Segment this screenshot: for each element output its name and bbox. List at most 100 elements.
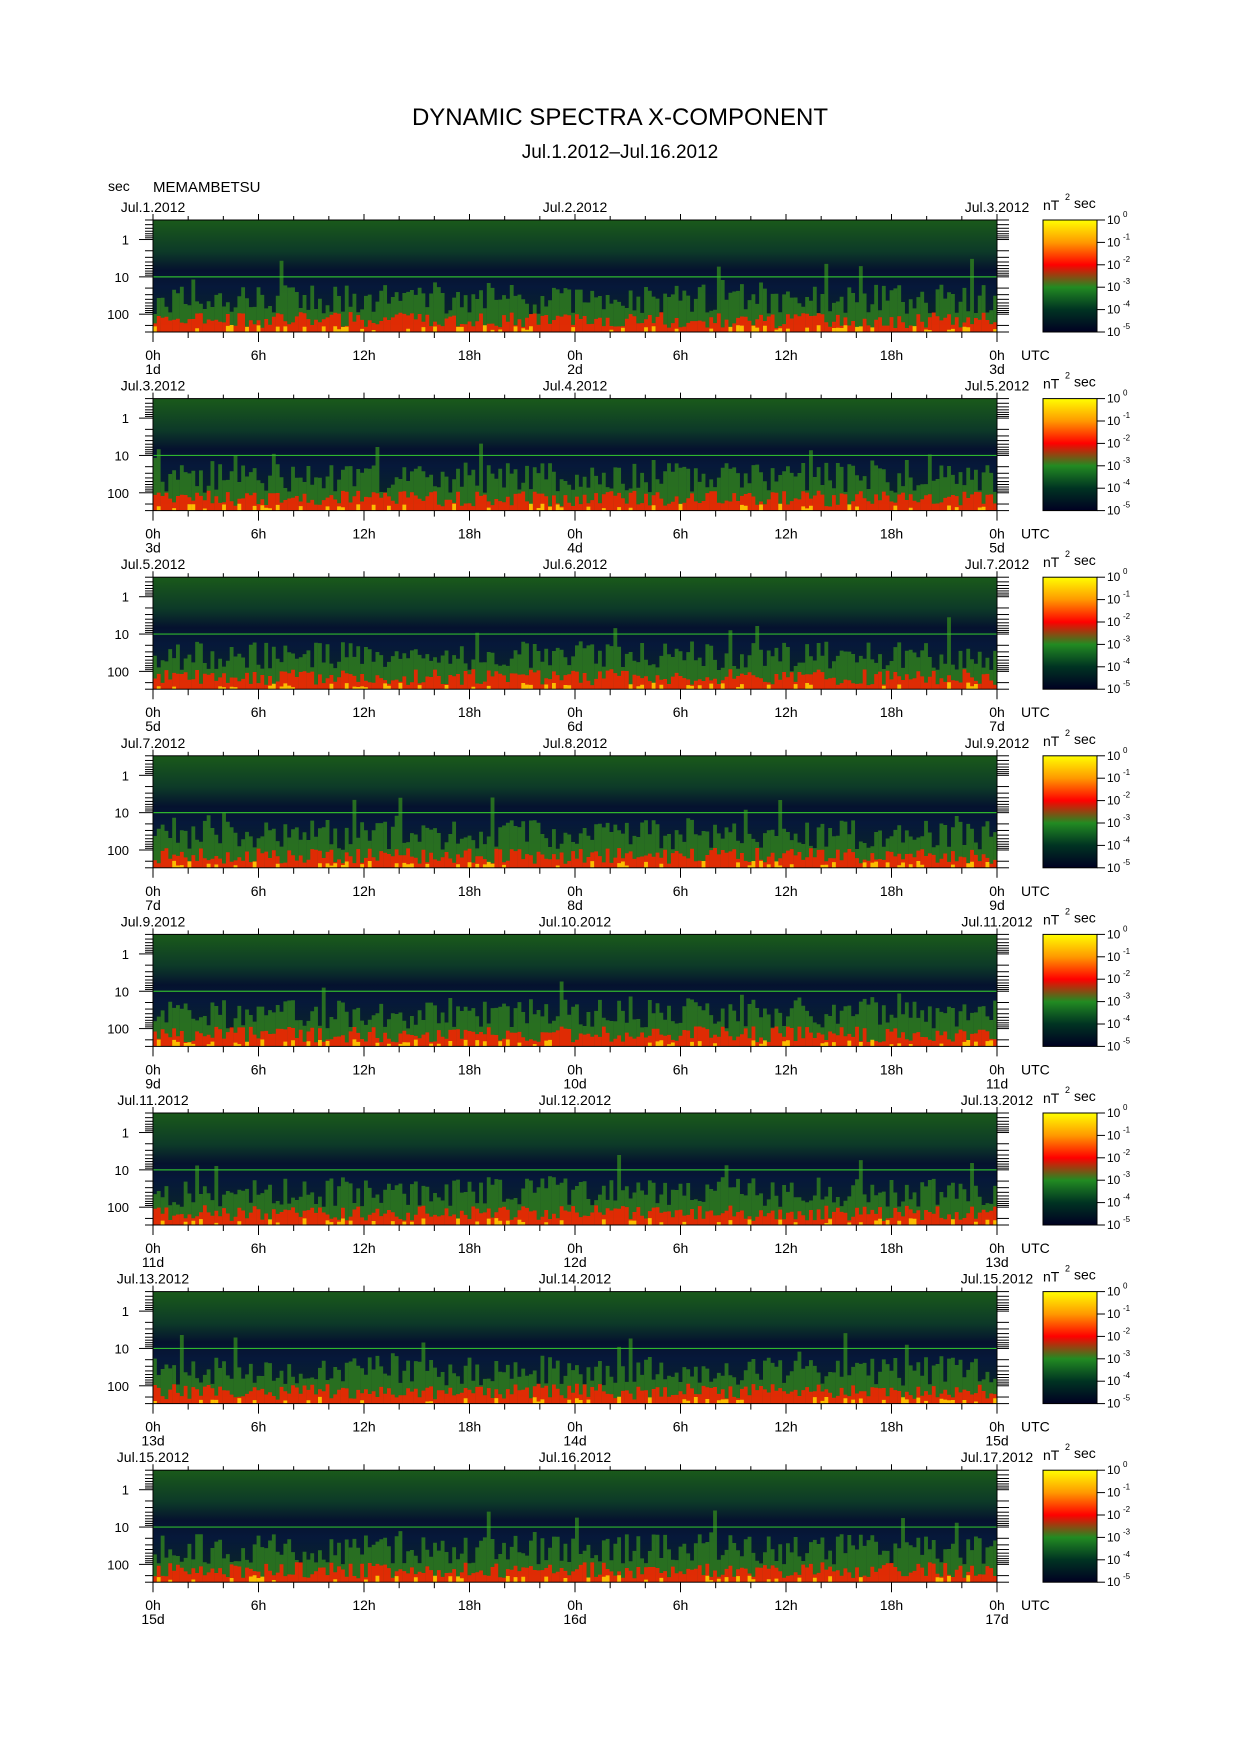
colorbar-tick-exponent: -5: [1123, 858, 1131, 867]
colorbar-unit-suffix: sec: [1074, 374, 1096, 390]
colorbar-tick-exponent: -4: [1123, 1014, 1131, 1023]
colorbar-unit-superscript: 2: [1065, 906, 1070, 916]
colorbar-tick-exponent: -3: [1123, 277, 1131, 286]
x-tick-label: 0h: [989, 883, 1005, 899]
date-label-start: Jul.3.2012: [121, 378, 186, 394]
y-tick-label: 10: [115, 1163, 129, 1178]
colorbar-unit: nT: [1043, 733, 1060, 749]
colorbar-tick-exponent: 0: [1123, 1103, 1128, 1112]
colorbar-tick-base: 10: [1107, 1039, 1121, 1053]
colorbar-tick-base: 10: [1107, 1017, 1121, 1031]
x-tick-label: 6h: [673, 1240, 689, 1256]
colorbar-unit-suffix: sec: [1074, 1445, 1096, 1461]
colorbar-tick-base: 10: [1107, 1196, 1121, 1210]
x-tick-label: 0h: [567, 1061, 583, 1077]
x-tick-label: 0h: [567, 1240, 583, 1256]
y-tick-label: 10: [115, 984, 129, 999]
day-label-start: 11d: [142, 1254, 164, 1270]
x-tick-label: 0h: [567, 704, 583, 720]
colorbar-tick-exponent: 0: [1123, 389, 1128, 398]
colorbar-tick-base: 10: [1107, 1530, 1121, 1544]
colorbar-unit-suffix: sec: [1074, 195, 1096, 211]
colorbar-tick-exponent: -2: [1123, 255, 1131, 264]
spectrogram-activity: [153, 258, 998, 332]
colorbar-tick-exponent: -3: [1123, 1170, 1131, 1179]
colorbar-tick-base: 10: [1107, 1106, 1121, 1120]
x-tick-label: 12h: [774, 1419, 797, 1435]
x-tick-label: 0h: [145, 526, 161, 542]
colorbar-unit-superscript: 2: [1065, 1264, 1070, 1274]
x-tick-label: 6h: [251, 704, 267, 720]
colorbar-tick-exponent: -1: [1123, 947, 1131, 956]
x-tick-label: 0h: [989, 526, 1005, 542]
x-tick-label: 18h: [458, 1597, 481, 1613]
colorbar-tick-base: 10: [1107, 615, 1121, 629]
day-label-start: 3d: [145, 540, 161, 556]
date-label-end: Jul.9.2012: [965, 735, 1030, 751]
x-tick-label: 18h: [458, 347, 481, 363]
x-tick-label: 0h: [567, 1597, 583, 1613]
colorbar-tick-base: 10: [1107, 1307, 1121, 1321]
date-label-start: Jul.7.2012: [121, 735, 186, 751]
colorbar-tick-base: 10: [1107, 972, 1121, 986]
x-tick-label: 0h: [567, 347, 583, 363]
day-label-mid: 12d: [563, 1254, 586, 1270]
colorbar-tick-base: 10: [1107, 1329, 1121, 1343]
colorbar: [1042, 398, 1098, 512]
x-tick-label: 6h: [251, 347, 267, 363]
colorbar-unit: nT: [1043, 1269, 1060, 1285]
y-tick-label: 100: [107, 307, 129, 322]
x-tick-label: 0h: [145, 704, 161, 720]
x-tick-label: 0h: [989, 1061, 1005, 1077]
colorbar-tick-exponent: -2: [1123, 1505, 1131, 1514]
y-tick-label: 100: [107, 843, 129, 858]
colorbar-tick-base: 10: [1107, 258, 1121, 272]
colorbar: [1042, 1291, 1098, 1405]
date-label-mid: Jul.8.2012: [543, 735, 608, 751]
colorbar-unit-suffix: sec: [1074, 909, 1096, 925]
colorbar-unit: nT: [1043, 376, 1060, 392]
day-label-end: 3d: [989, 361, 1005, 377]
colorbar-tick-base: 10: [1107, 838, 1121, 852]
x-tick-label: 0h: [145, 1240, 161, 1256]
colorbar-tick-base: 10: [1107, 794, 1121, 808]
x-tick-label: 18h: [880, 1061, 903, 1077]
colorbar-tick-base: 10: [1107, 235, 1121, 249]
colorbar-tick-exponent: 0: [1123, 210, 1128, 219]
x-tick-label: 18h: [880, 883, 903, 899]
colorbar-unit: nT: [1043, 197, 1060, 213]
x-tick-label: 12h: [352, 883, 375, 899]
x-tick-label: 0h: [989, 347, 1005, 363]
date-label-start: Jul.5.2012: [121, 556, 186, 572]
day-label-end: 17d: [985, 1611, 1008, 1627]
utc-label: UTC: [1021, 526, 1050, 542]
spectrogram-activity-peak: [153, 1396, 998, 1404]
day-label-end: 13d: [985, 1254, 1008, 1270]
colorbar-tick-exponent: 0: [1123, 1282, 1128, 1291]
x-tick-label: 12h: [352, 1419, 375, 1435]
colorbar-tick-exponent: -4: [1123, 1193, 1131, 1202]
x-tick-label: 0h: [145, 1061, 161, 1077]
spectrogram-activity-hot: [153, 669, 998, 690]
x-tick-label: 0h: [145, 1419, 161, 1435]
date-label-end: Jul.5.2012: [965, 378, 1030, 394]
colorbar-unit: nT: [1043, 1447, 1060, 1463]
x-tick-label: 12h: [774, 1240, 797, 1256]
date-label-mid: Jul.6.2012: [543, 556, 608, 572]
x-tick-label: 6h: [673, 1061, 689, 1077]
x-tick-label: 0h: [989, 1419, 1005, 1435]
colorbar-tick-exponent: 0: [1123, 1460, 1128, 1469]
y-tick-label: 10: [115, 270, 129, 285]
x-tick-label: 18h: [458, 526, 481, 542]
y-tick-label: 100: [107, 486, 129, 501]
x-tick-label: 0h: [989, 1597, 1005, 1613]
x-tick-label: 12h: [774, 526, 797, 542]
colorbar-tick-exponent: -2: [1123, 612, 1131, 621]
x-tick-label: 6h: [673, 704, 689, 720]
date-label-mid: Jul.16.2012: [539, 1449, 612, 1465]
colorbar-tick-exponent: -1: [1123, 1125, 1131, 1134]
utc-label: UTC: [1021, 883, 1050, 899]
